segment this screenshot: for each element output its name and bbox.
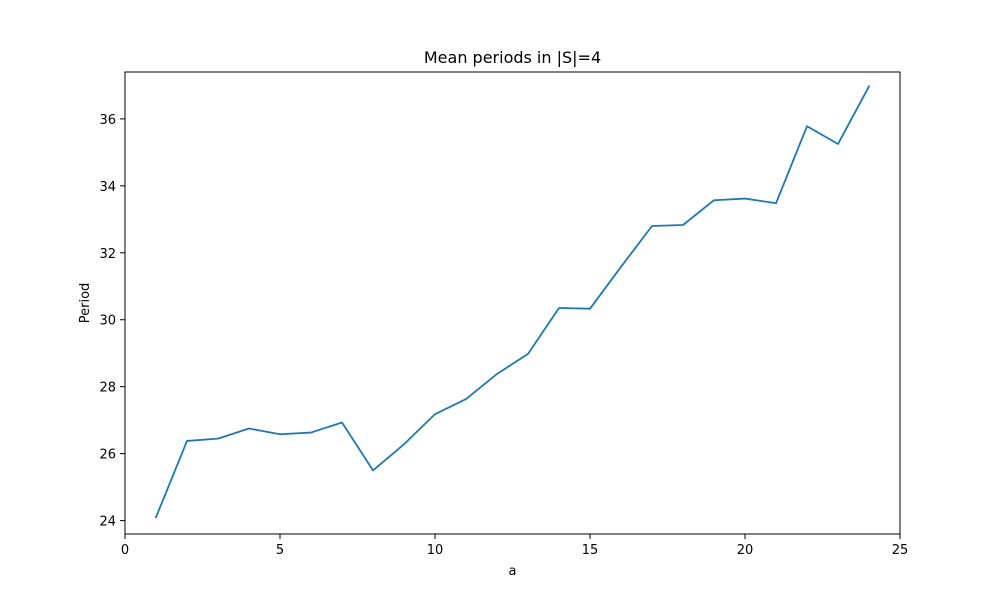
y-tick-label: 36: [99, 113, 116, 128]
y-tick-label: 32: [99, 247, 116, 262]
x-tick-label: 5: [276, 543, 284, 558]
x-axis-label: a: [509, 564, 517, 579]
y-tick-label: 24: [99, 515, 116, 530]
x-tick-label: 20: [737, 543, 754, 558]
y-tick-label: 28: [99, 381, 116, 396]
series-layer: [156, 86, 869, 517]
y-tick-label: 30: [99, 314, 116, 329]
y-axis-ticks: 24 26 28 30 32 34 36: [99, 113, 125, 530]
x-tick-label: 15: [582, 543, 599, 558]
x-tick-label: 0: [121, 543, 129, 558]
y-tick-label: 26: [99, 448, 116, 463]
x-tick-label: 25: [892, 543, 909, 558]
chart-title: Mean periods in |S|=4: [424, 48, 601, 67]
series-line: [156, 86, 869, 517]
x-axis-ticks: 0 5 10 15 20 25: [121, 534, 908, 558]
plot-area-frame: [125, 72, 900, 534]
y-axis-label: Period: [78, 283, 93, 324]
y-tick-label: 34: [99, 180, 116, 195]
x-tick-label: 10: [427, 543, 444, 558]
